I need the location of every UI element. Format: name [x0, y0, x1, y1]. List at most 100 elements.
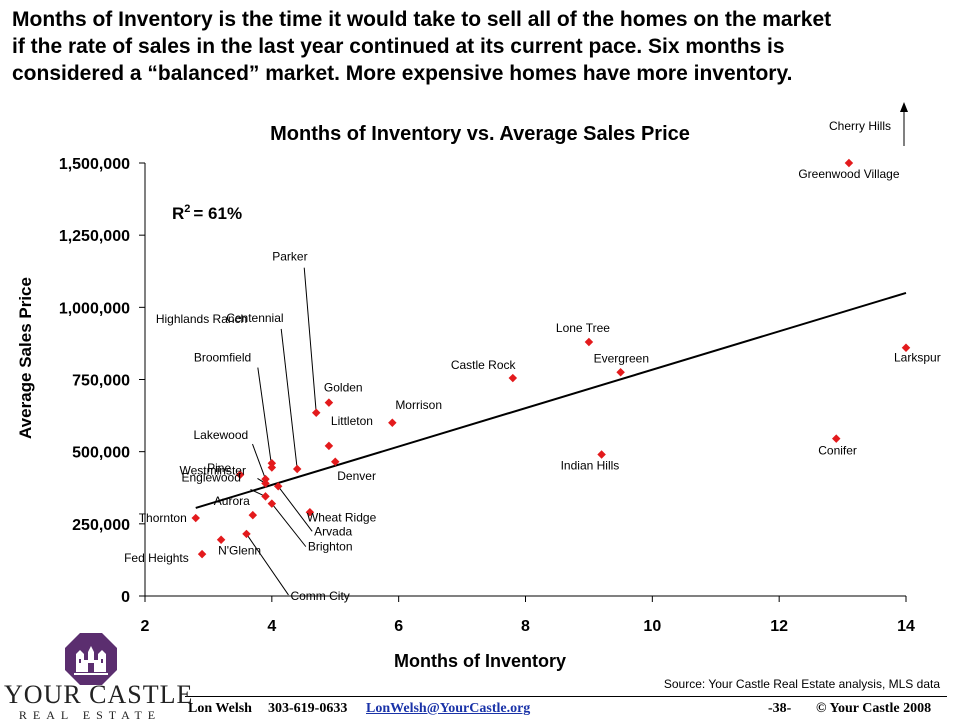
- point-label: N'Glenn: [218, 544, 261, 558]
- x-tick-label: 2: [141, 618, 150, 635]
- r-squared-sup: 2: [184, 203, 190, 215]
- point-label: Arvada: [314, 524, 352, 538]
- point-label: Indian Hills: [561, 459, 620, 473]
- point-label: Littleton: [331, 414, 373, 428]
- email-link[interactable]: LonWelsh@YourCastle.org: [366, 701, 531, 716]
- data-point: [324, 398, 334, 407]
- headline-line: Months of Inventory is the time it would…: [12, 8, 832, 31]
- point-label: Aurora: [214, 494, 250, 508]
- data-point: [616, 368, 625, 377]
- x-tick-label: 14: [897, 618, 915, 635]
- headline-line: if the rate of sales in the last year co…: [12, 35, 785, 58]
- point-label: Evergreen: [594, 351, 649, 365]
- y-tick-label: 0: [121, 589, 130, 606]
- point-label: Broomfield: [194, 351, 251, 365]
- logo-subtitle: REAL ESTATE: [18, 708, 162, 722]
- x-tick-label: 8: [521, 618, 530, 635]
- trend-line: [195, 291, 907, 509]
- label-leader-line: [271, 503, 307, 547]
- chart-title: Months of Inventory vs. Average Sales Pr…: [270, 123, 690, 145]
- point-label: Thornton: [139, 511, 187, 525]
- data-point: [267, 499, 277, 508]
- point-label: Golden: [324, 381, 363, 395]
- point-label: Larkspur: [894, 351, 941, 365]
- label-leader-line: [277, 486, 313, 532]
- x-tick-label: 6: [394, 618, 403, 635]
- offchart-arrow-head: [900, 102, 908, 112]
- data-point: [584, 337, 594, 347]
- data-point: [191, 513, 200, 523]
- data-point: [267, 463, 277, 472]
- y-axis-label: Average Sales Price: [16, 277, 35, 439]
- data-point: [273, 482, 283, 491]
- label-leader-line: [252, 443, 266, 480]
- r-squared-value: = 61%: [193, 204, 242, 223]
- source-note: Source: Your Castle Real Estate analysis…: [663, 677, 940, 691]
- data-point: [216, 535, 226, 544]
- y-tick-label: 500,000: [72, 445, 130, 462]
- scatter-chart: Months of Inventory vs. Average Sales Pr…: [16, 102, 941, 671]
- point-label: Wheat Ridge: [307, 510, 377, 524]
- point-label: Brighton: [308, 540, 353, 554]
- logo-name: YOUR CASTLE: [4, 680, 194, 709]
- y-tick-label: 1,500,000: [59, 156, 130, 173]
- data-point: [831, 434, 841, 443]
- data-point: [597, 450, 606, 459]
- point-label: Westminster: [179, 463, 245, 477]
- point-label: Castle Rock: [451, 358, 517, 372]
- data-point: [261, 492, 270, 501]
- point-label: Lone Tree: [556, 321, 610, 335]
- data-point: [261, 474, 270, 484]
- data-point: [261, 479, 270, 488]
- data-point: [197, 549, 207, 559]
- footer-name: Lon Welsh: [188, 701, 252, 716]
- data-point: [508, 373, 518, 383]
- point-label: Greenwood Village: [798, 167, 900, 181]
- point-label: Englewood: [181, 470, 240, 484]
- y-tick-label: 1,000,000: [59, 300, 130, 317]
- footer-copyright: © Your Castle 2008: [816, 701, 932, 716]
- offchart-label: Cherry Hills: [829, 119, 891, 133]
- footer-divider: [185, 696, 947, 697]
- footer-page-number: -38-: [768, 701, 792, 716]
- point-label: Denver: [337, 469, 376, 483]
- r-squared-r: R: [172, 204, 184, 223]
- footer-phone: 303-619-0633: [268, 701, 348, 716]
- r-squared-label: R2 = 61%: [172, 203, 242, 223]
- headline-line: considered a “balanced” market. More exp…: [12, 62, 793, 85]
- y-tick-label: 250,000: [72, 517, 130, 534]
- label-leader-line: [257, 367, 273, 468]
- y-tick-label: 1,250,000: [59, 228, 130, 245]
- point-label: Morrison: [395, 398, 442, 412]
- point-label: Comm City: [290, 589, 349, 603]
- point-label: Pine: [207, 461, 231, 475]
- label-leader-line: [303, 267, 317, 413]
- data-point: [331, 457, 340, 467]
- x-tick-label: 4: [267, 618, 276, 635]
- data-point: [388, 418, 397, 428]
- data-point: [235, 470, 245, 480]
- data-point: [242, 529, 251, 539]
- data-point: [844, 158, 854, 168]
- headline: Months of Inventory is the time it would…: [12, 6, 952, 87]
- data-point: [248, 510, 258, 520]
- x-tick-label: 10: [643, 618, 661, 635]
- data-point: [292, 464, 302, 474]
- x-tick-label: 12: [770, 618, 788, 635]
- data-point: [267, 458, 277, 468]
- data-point: [311, 408, 321, 417]
- point-label: Conifer: [818, 444, 857, 458]
- y-tick-label: 750,000: [72, 373, 130, 390]
- point-label: Parker: [272, 250, 307, 264]
- castle-logo-icon: [65, 633, 117, 685]
- data-point: [324, 441, 334, 451]
- x-axis-label: Months of Inventory: [394, 651, 566, 671]
- footer-email[interactable]: LonWelsh@YourCastle.org: [366, 701, 530, 717]
- point-label: Lakewood: [193, 428, 248, 442]
- point-label: Centennial: [226, 311, 283, 325]
- label-leader-line: [246, 533, 289, 596]
- point-label: Fed Heights: [124, 551, 189, 565]
- point-label: Highlands Ranch: [156, 312, 247, 326]
- label-leader-line: [280, 328, 298, 470]
- logo-text: YOUR CASTLE REAL ESTATE: [4, 680, 194, 722]
